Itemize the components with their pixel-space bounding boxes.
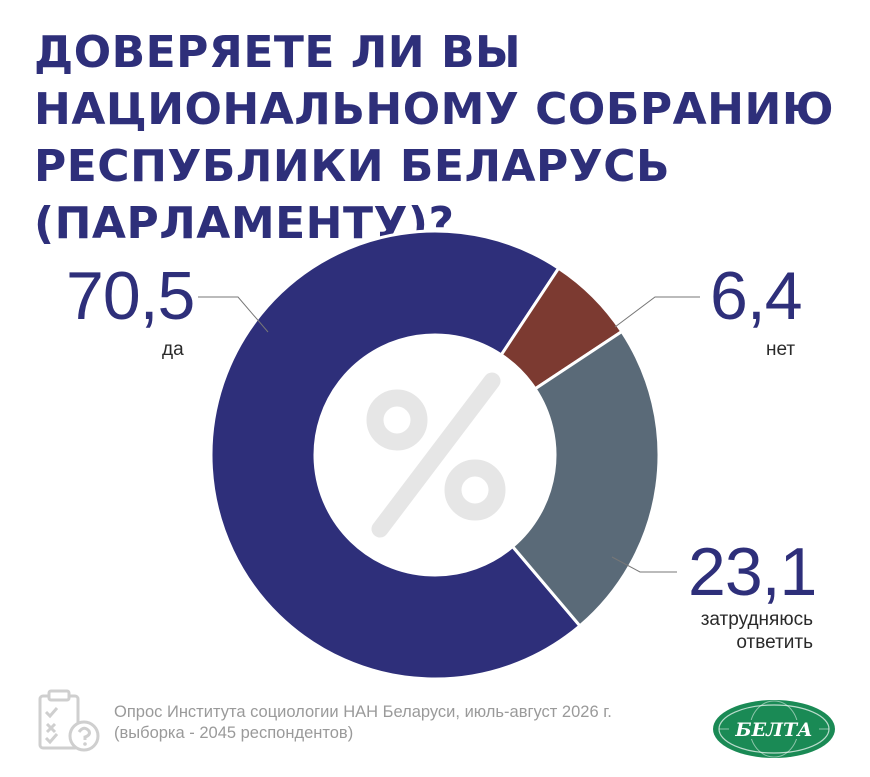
- label-zatr-line-1: затрудняюсь: [700, 609, 813, 630]
- title-line-3: РЕСПУБЛИКИ БЕЛАРУСЬ: [34, 141, 671, 192]
- percent-top-circle: [366, 389, 428, 451]
- value-zatr: 23,1: [688, 534, 817, 610]
- percent-bottom-circle: [444, 459, 506, 521]
- leader-line-da: [198, 296, 269, 333]
- percent-slash: [371, 372, 501, 538]
- title-line-1: ДОВЕРЯЕТЕ ЛИ ВЫ: [34, 27, 522, 78]
- label-zatr-line-2: ответить: [736, 632, 813, 653]
- slice-da: [209, 229, 582, 681]
- value-net: 6,4: [710, 258, 803, 334]
- label-zatr: затрудняюсь ответить: [673, 608, 813, 654]
- survey-source-line-2: (выборка - 2045 респондентов): [114, 724, 354, 742]
- belta-logo: БЕЛТА: [713, 700, 835, 758]
- leader-lines: [198, 296, 700, 573]
- chart-title: ДОВЕРЯЕТЕ ЛИ ВЫ НАЦИОНАЛЬНОМУ СОБРАНИЮ Р…: [34, 24, 834, 252]
- survey-source: Опрос Института социологии НАН Беларуси,…: [114, 702, 704, 744]
- label-da: да: [162, 339, 184, 360]
- title-line-2: НАЦИОНАЛЬНОМУ СОБРАНИЮ: [34, 84, 834, 135]
- donut-slices: [209, 229, 661, 681]
- survey-source-line-1: Опрос Института социологии НАН Беларуси,…: [114, 703, 612, 721]
- clipboard-question-icon: [38, 689, 100, 752]
- label-net: нет: [766, 339, 796, 360]
- percent-symbol: [366, 372, 506, 538]
- logo-text: БЕЛТА: [734, 719, 812, 741]
- leader-line-net: [614, 296, 700, 328]
- value-da: 70,5: [66, 258, 195, 334]
- leader-line-zatr: [611, 556, 677, 573]
- slice-zatr: [510, 329, 661, 628]
